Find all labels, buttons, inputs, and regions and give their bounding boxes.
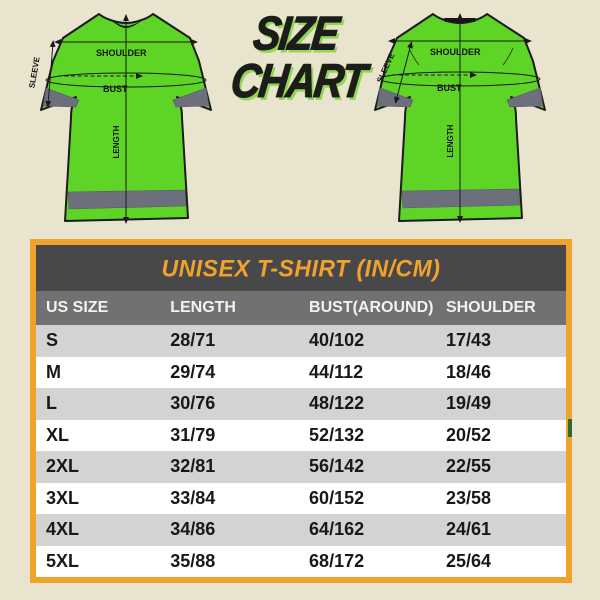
svg-text:SHOULDER: SHOULDER (430, 47, 481, 57)
svg-text:BUST: BUST (103, 84, 128, 94)
svg-text:BUST: BUST (437, 83, 462, 93)
svg-text:LENGTH: LENGTH (446, 124, 455, 157)
svg-text:SLEEVE: SLEEVE (27, 56, 41, 89)
svg-text:LENGTH: LENGTH (112, 125, 121, 158)
svg-text:SHOULDER: SHOULDER (96, 48, 147, 58)
